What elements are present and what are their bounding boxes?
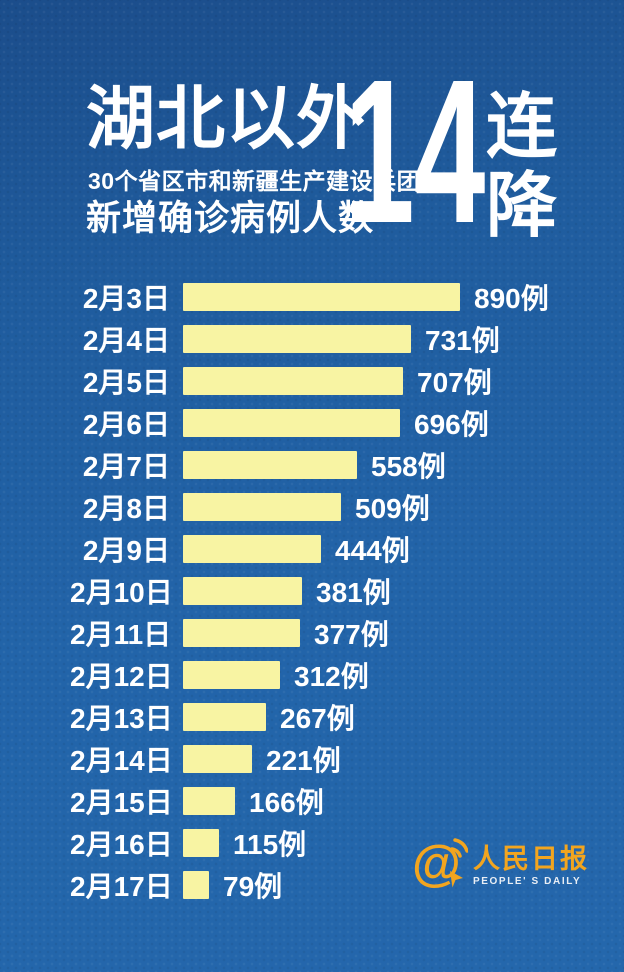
value-label: 558例 (371, 451, 446, 482)
date-label: 2月7日 (82, 451, 170, 482)
big-number-suffix: 连 降 (486, 88, 557, 246)
date-label: 2月6日 (82, 409, 170, 440)
poster-subtitle-metric: 新增确诊病例人数 (86, 199, 375, 238)
bar (183, 745, 252, 773)
chart-row: 2月5日 707例 (70, 367, 549, 398)
chart-row: 2月16日 115例 (70, 829, 549, 860)
chart-row: 2月4日 731例 (70, 325, 549, 356)
bar (183, 619, 300, 647)
value-label: 377例 (314, 619, 389, 650)
bar (183, 493, 341, 521)
chart-row: 2月11日 377例 (70, 619, 549, 650)
chart-row: 2月9日 444例 (70, 535, 549, 566)
bar (183, 325, 411, 353)
bar (183, 787, 235, 815)
date-label: 2月13日 (70, 703, 173, 734)
at-megaphone-icon: @ (412, 835, 468, 891)
poster-subtitle-scope: 30个省区市和新疆生产建设兵团 (88, 168, 421, 194)
chart-row: 2月6日 696例 (70, 409, 549, 440)
peoples-daily-logo: @ 人民日报 PEOPLE' S DAILY (412, 834, 589, 892)
date-label: 2月4日 (82, 325, 170, 356)
date-label: 2月8日 (82, 493, 170, 524)
bar (183, 451, 357, 479)
value-label: 890例 (474, 283, 549, 314)
bar (183, 829, 219, 857)
date-label: 2月3日 (82, 283, 170, 314)
chart-row: 2月15日 166例 (70, 787, 549, 818)
value-label: 79例 (223, 871, 283, 902)
chart-row: 2月13日 267例 (70, 703, 549, 734)
value-label: 696例 (414, 409, 489, 440)
value-label: 221例 (266, 745, 341, 776)
value-label: 509例 (355, 493, 430, 524)
big-number-14: 14 (344, 37, 486, 266)
bar (183, 577, 302, 605)
value-label: 166例 (249, 787, 324, 818)
date-label: 2月11日 (70, 619, 172, 650)
logo-name-cn: 人民日报 (473, 844, 589, 874)
bar (183, 661, 280, 689)
poster-title: 湖北以外 (86, 80, 366, 157)
value-label: 381例 (316, 577, 391, 608)
value-label: 312例 (294, 661, 369, 692)
date-label: 2月12日 (70, 661, 173, 692)
value-label: 267例 (280, 703, 355, 734)
chart-row: 2月14日 221例 (70, 745, 549, 776)
chart-row: 2月8日 509例 (70, 493, 549, 524)
date-label: 2月16日 (70, 829, 173, 860)
chart-row: 2月3日 890例 (70, 283, 549, 314)
date-label: 2月10日 (70, 577, 173, 608)
chart-row: 2月12日 312例 (70, 661, 549, 692)
chart-row: 2月10日 381例 (70, 577, 549, 608)
value-label: 731例 (425, 325, 500, 356)
date-label: 2月14日 (70, 745, 173, 776)
date-label: 2月9日 (82, 535, 170, 566)
bar-chart: 2月3日 890例 2月4日 731例 2月5日 707例 2月6日 696例 … (70, 283, 549, 913)
date-label: 2月17日 (70, 871, 173, 902)
bar (183, 703, 266, 731)
suffix-char-bottom: 降 (486, 167, 558, 246)
bar (183, 409, 400, 437)
bar (183, 871, 209, 899)
value-label: 115例 (233, 829, 307, 860)
suffix-char-top: 连 (486, 88, 558, 167)
date-label: 2月5日 (82, 367, 170, 398)
value-label: 707例 (417, 367, 492, 398)
chart-row: 2月17日 79例 (70, 871, 549, 902)
chart-row: 2月7日 558例 (70, 451, 549, 482)
bar (183, 283, 460, 311)
date-label: 2月15日 (70, 787, 173, 818)
logo-name-en: PEOPLE' S DAILY (473, 876, 582, 887)
bar (183, 535, 321, 563)
bar (183, 367, 403, 395)
logo-text-block: 人民日报 PEOPLE' S DAILY (473, 844, 589, 888)
value-label: 444例 (335, 535, 410, 566)
